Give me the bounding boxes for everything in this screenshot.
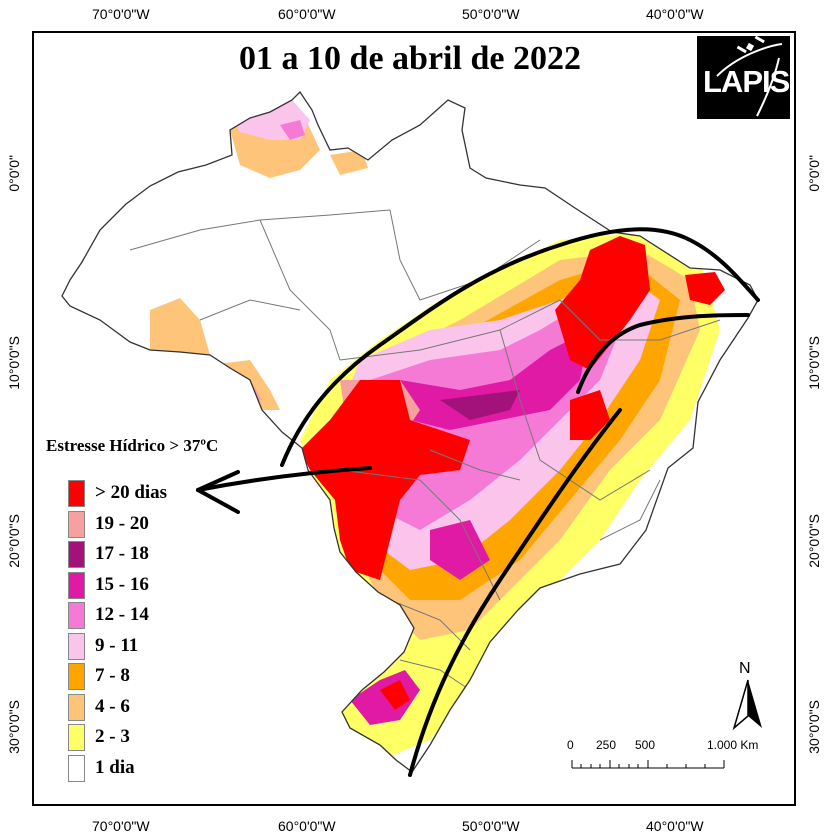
- legend-label: > 20 dias: [95, 482, 168, 503]
- north-arrow: N: [728, 660, 768, 730]
- legend-label: 15 - 16: [95, 573, 149, 595]
- legend-swatch: [68, 754, 85, 782]
- legend-item: 12 - 14: [68, 600, 188, 630]
- coord-bottom-70w: 70°0'0"W: [92, 818, 150, 834]
- legend-label: 12 - 14: [95, 604, 149, 625]
- map-title: 01 a 10 de abril de 2022: [239, 40, 581, 77]
- legend-item: 4 - 6: [68, 692, 188, 722]
- coord-right-30s: 30°0'0"S: [806, 700, 822, 754]
- legend-swatch: [68, 571, 85, 599]
- coord-left-20s: 20°0'0"S: [6, 514, 22, 568]
- legend-title: Estresse Hídrico > 37ºC: [46, 436, 219, 455]
- scale-label-1000: 1.000 Km: [707, 738, 759, 752]
- legend-swatch: [68, 632, 85, 660]
- coord-left-30s: 30°0'0"S: [6, 700, 22, 754]
- legend-item: 7 - 8: [68, 661, 188, 691]
- logo-text: LAPIS: [703, 64, 790, 99]
- coord-bottom-60w: 60°0'0"W: [278, 818, 336, 834]
- north-arrow-icon: [732, 679, 762, 730]
- legend-swatch: [68, 693, 85, 721]
- scale-bar-ruler: [571, 760, 725, 769]
- map-frame: [32, 31, 796, 806]
- coord-bottom-40w: 40°0'0"W: [646, 818, 704, 834]
- coord-top-60w: 60°0'0"W: [278, 6, 336, 22]
- coord-left-0: 0°0'0": [6, 155, 22, 192]
- legend-label: 4 - 6: [95, 695, 130, 717]
- legend-swatch: [68, 724, 85, 751]
- coord-right-0: 0°0'0": [806, 155, 822, 192]
- legend-label: 1 dia: [95, 756, 135, 778]
- legend-item: 15 - 16: [68, 570, 188, 600]
- satellite-icon: [716, 36, 783, 117]
- brazil-map: [61, 91, 760, 777]
- legend-item: > 20 dias: [68, 478, 188, 508]
- coord-left-10s: 10°0'0"S: [6, 336, 22, 390]
- legend-item: 2 - 3: [68, 722, 188, 752]
- legend-item: 1 dia: [68, 753, 188, 783]
- coord-top-50w: 50°0'0"W: [462, 6, 520, 22]
- legend-item: 9 - 11: [68, 631, 188, 661]
- coord-bottom-50w: 50°0'0"W: [462, 818, 520, 834]
- coord-right-10s: 10°0'0"S: [806, 336, 822, 390]
- state-boundaries: [129, 209, 721, 691]
- legend-swatch: [68, 510, 85, 538]
- north-label: N: [739, 660, 751, 677]
- legend-label: 7 - 8: [95, 665, 130, 686]
- coord-right-20s: 20°0'0"S: [806, 514, 822, 568]
- legend-swatch: [68, 480, 85, 507]
- scale-label-250: 250: [596, 738, 617, 752]
- coord-top-70w: 70°0'0"W: [92, 6, 150, 22]
- legend-swatch: [68, 663, 85, 690]
- legend-label: 19 - 20: [95, 512, 149, 534]
- lapis-logo: LAPIS: [697, 36, 790, 119]
- scale-bar: 0 250 500 1.000 Km: [560, 738, 770, 778]
- scale-label-500: 500: [635, 738, 656, 752]
- coord-top-40w: 40°0'0"W: [646, 6, 704, 22]
- legend-label: 2 - 3: [95, 726, 130, 747]
- legend-label: 17 - 18: [95, 543, 149, 564]
- legend-swatch: [68, 602, 85, 629]
- legend-label: 9 - 11: [95, 634, 139, 656]
- annotation-lines: [196, 227, 760, 777]
- legend-item: 19 - 20: [68, 509, 188, 539]
- legend-swatch: [68, 541, 85, 568]
- legend-item: 17 - 18: [68, 539, 188, 569]
- scale-label-0: 0: [567, 738, 574, 752]
